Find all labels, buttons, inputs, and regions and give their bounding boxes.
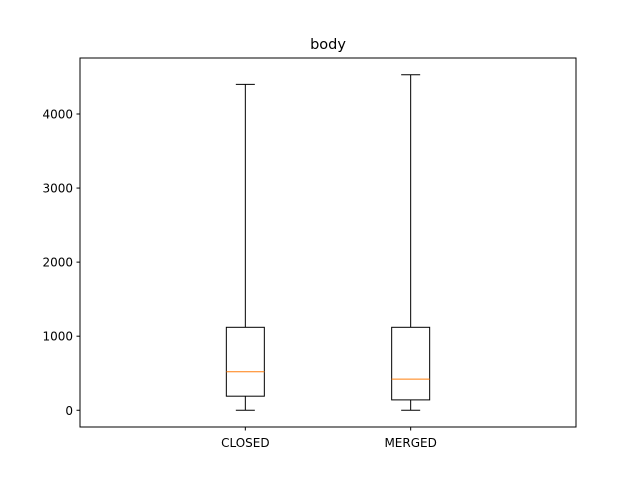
y-tick-label: 3000 <box>42 182 73 196</box>
iqr-box <box>225 326 265 397</box>
y-tick-label: 4000 <box>42 107 73 121</box>
y-tick-label: 0 <box>65 404 73 418</box>
chart-title: body <box>310 37 346 53</box>
box-merged <box>391 74 431 411</box>
plot-area <box>225 74 431 411</box>
box-closed <box>225 83 265 411</box>
y-tick-label: 2000 <box>42 256 73 270</box>
x-tick-label: MERGED <box>384 436 436 450</box>
y-tick-label: 1000 <box>42 330 73 344</box>
x-tick-label: CLOSED <box>221 436 270 450</box>
x-axis: CLOSED MERGED <box>221 427 437 450</box>
iqr-box <box>391 326 431 401</box>
axes-frame <box>79 57 577 428</box>
y-axis: 0 1000 2000 3000 4000 <box>42 107 80 418</box>
